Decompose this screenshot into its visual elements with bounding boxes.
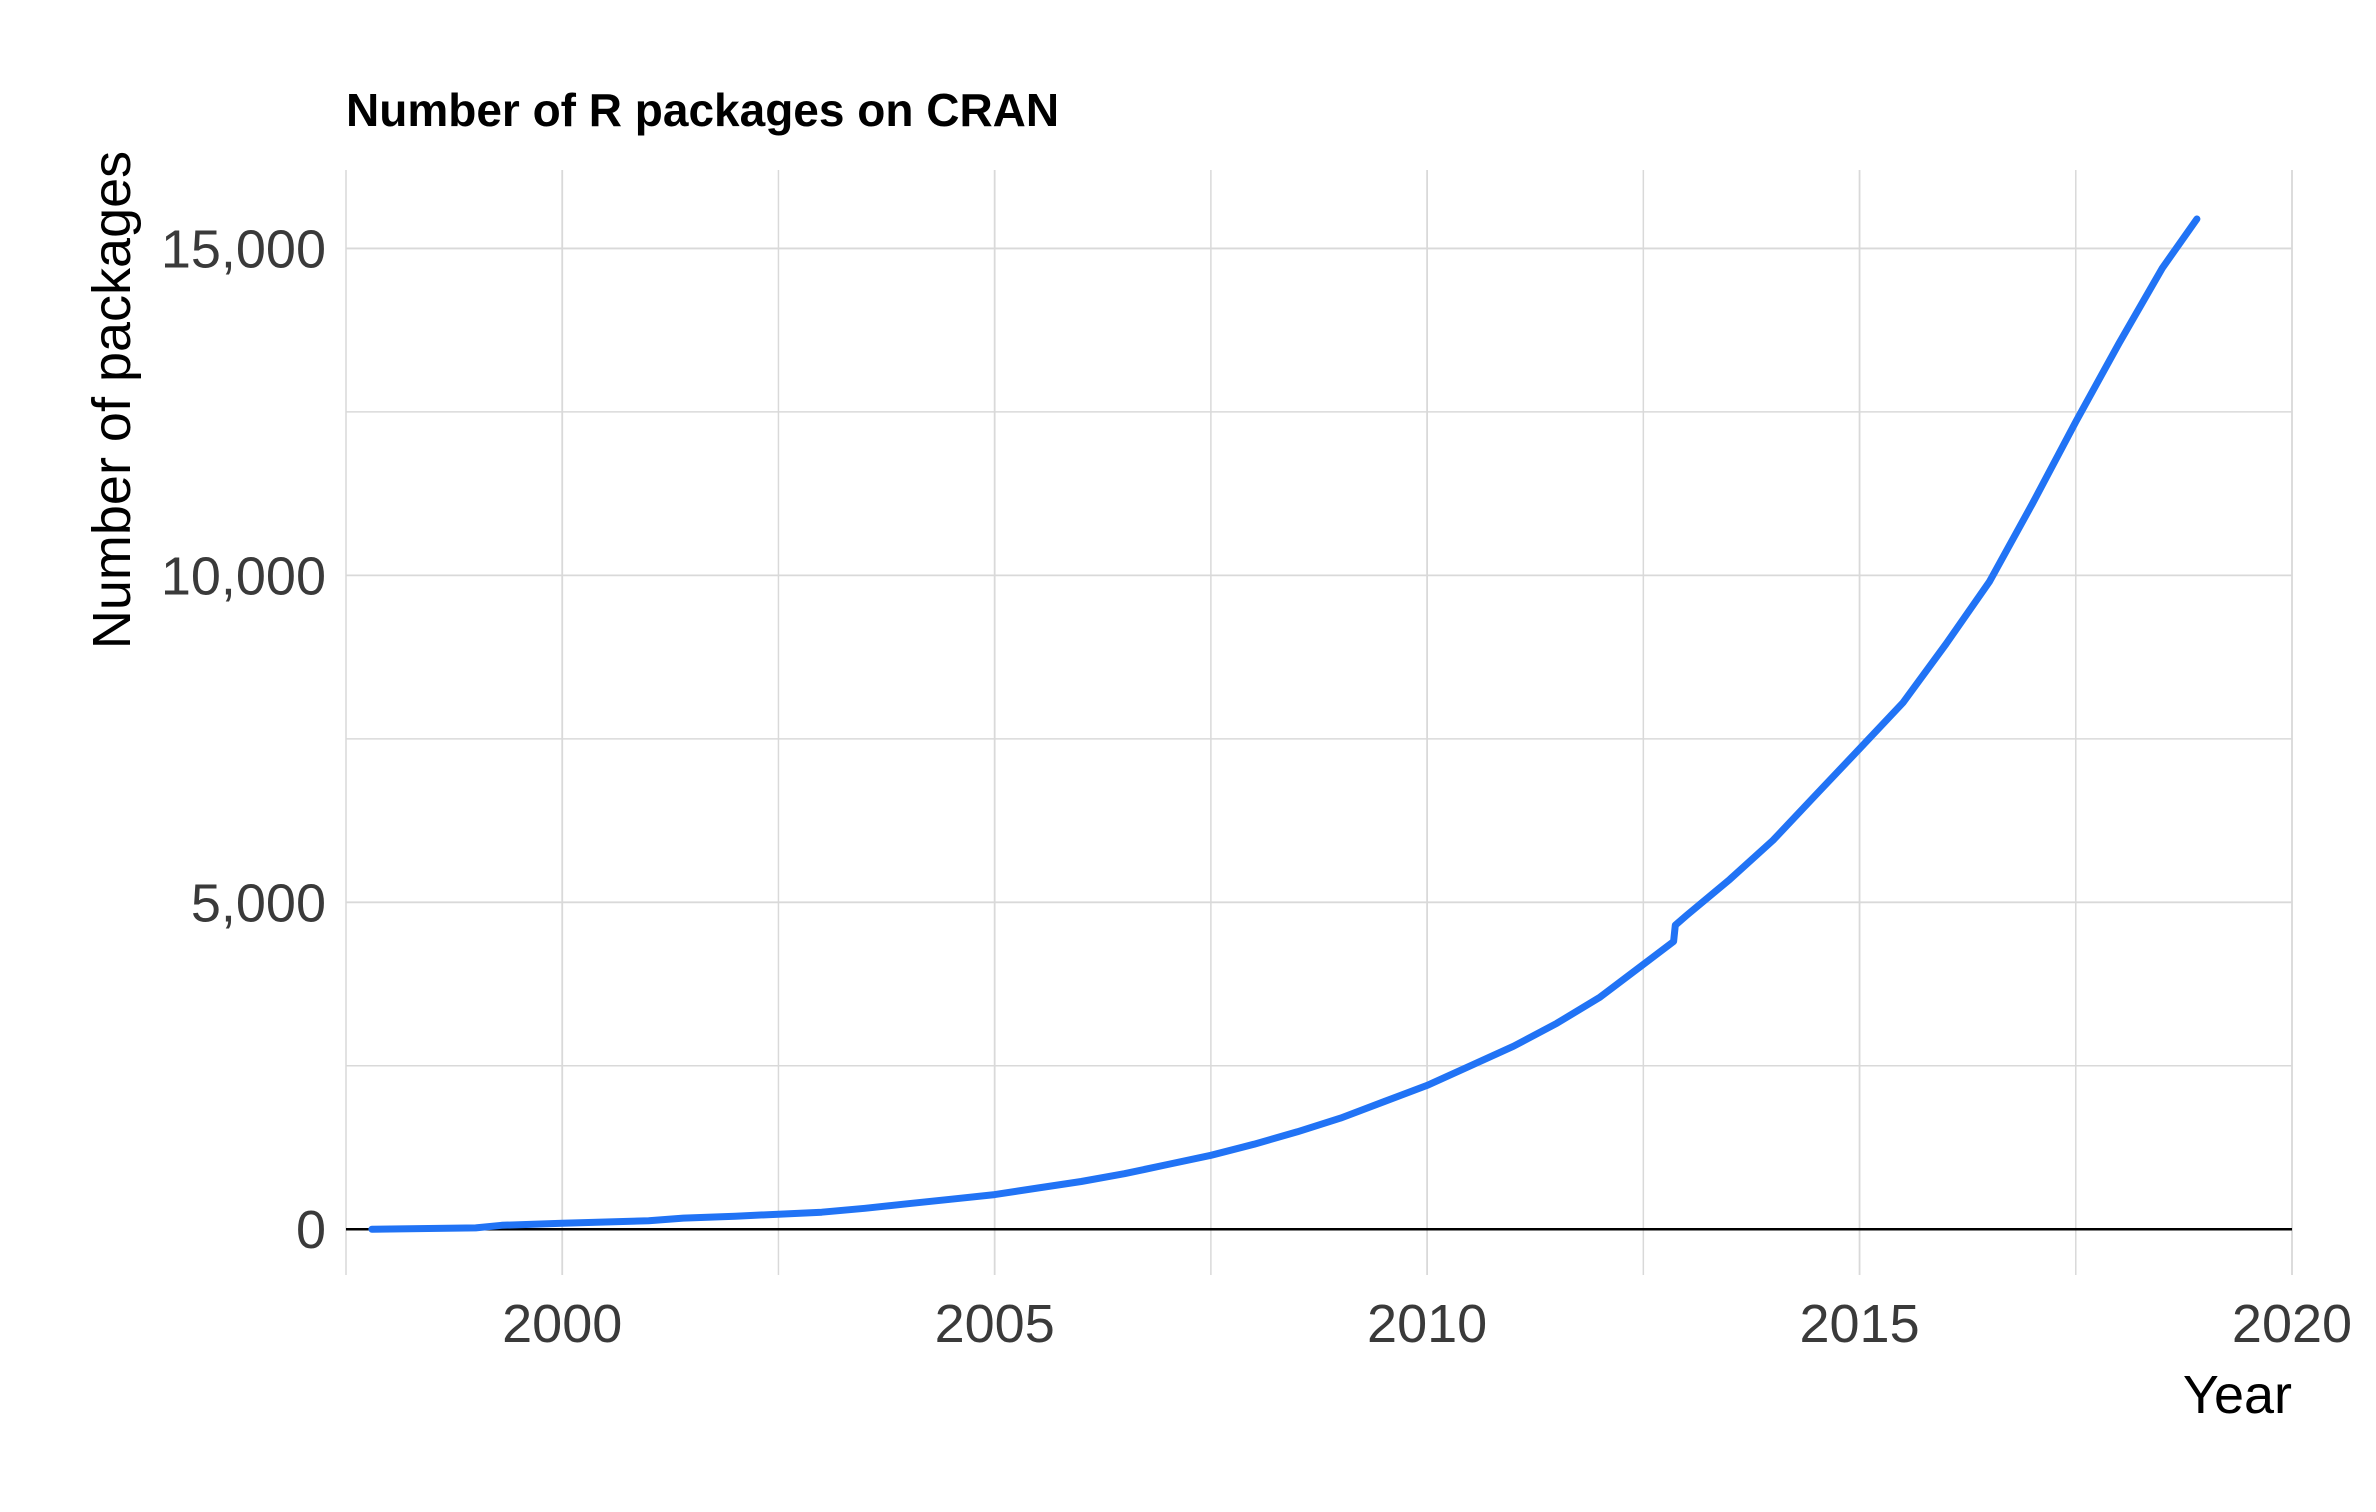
- x-tick-label-0: 2000: [502, 1294, 622, 1354]
- chart-title: Number of R packages on CRAN: [346, 84, 1059, 136]
- y-tick-labels: 0 5,000 10,000 15,000: [161, 219, 326, 1260]
- minor-gridlines: [345, 170, 2292, 1275]
- x-axis-label: Year: [2183, 1365, 2292, 1425]
- y-tick-label-3: 15,000: [161, 219, 326, 279]
- x-tick-label-2: 2010: [1367, 1294, 1487, 1354]
- y-tick-label-2: 10,000: [161, 546, 326, 606]
- y-axis-label: Number of packages: [82, 151, 142, 649]
- y-tick-label-0: 0: [296, 1200, 326, 1260]
- major-gridlines: [346, 170, 2293, 1275]
- series-group: [368, 215, 2201, 1233]
- series-line-0: [368, 215, 2201, 1233]
- x-tick-label-1: 2005: [935, 1294, 1055, 1354]
- x-tick-label-3: 2015: [1799, 1294, 1919, 1354]
- x-tick-label-4: 2020: [2232, 1294, 2352, 1354]
- y-tick-label-1: 5,000: [191, 873, 326, 933]
- x-tick-labels: 2000 2005 2010 2015 2020: [502, 1294, 2352, 1354]
